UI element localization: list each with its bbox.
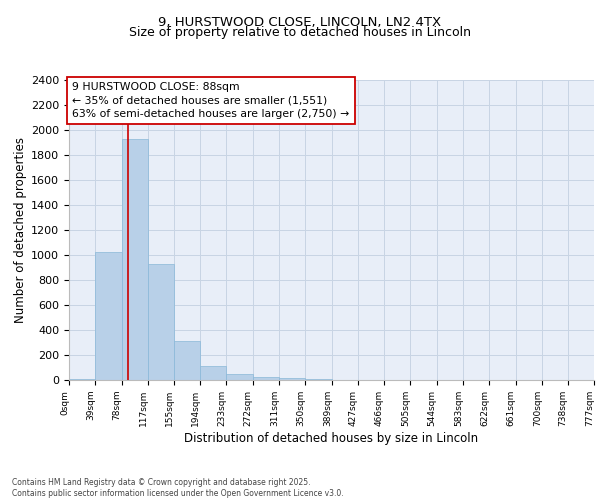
Bar bbox=[95, 252, 122, 380]
Bar bbox=[226, 374, 253, 380]
Text: Size of property relative to detached houses in Lincoln: Size of property relative to detached ho… bbox=[129, 26, 471, 39]
Bar bbox=[279, 378, 305, 380]
Bar bbox=[148, 264, 175, 380]
Bar bbox=[69, 379, 95, 380]
Text: 9 HURSTWOOD CLOSE: 88sqm
← 35% of detached houses are smaller (1,551)
63% of sem: 9 HURSTWOOD CLOSE: 88sqm ← 35% of detach… bbox=[73, 82, 350, 119]
Bar bbox=[174, 340, 200, 380]
Text: 9, HURSTWOOD CLOSE, LINCOLN, LN2 4TX: 9, HURSTWOOD CLOSE, LINCOLN, LN2 4TX bbox=[158, 16, 442, 29]
X-axis label: Distribution of detached houses by size in Lincoln: Distribution of detached houses by size … bbox=[184, 432, 479, 444]
Bar bbox=[200, 366, 226, 380]
Bar bbox=[122, 140, 148, 380]
Text: Contains HM Land Registry data © Crown copyright and database right 2025.
Contai: Contains HM Land Registry data © Crown c… bbox=[12, 478, 344, 498]
Bar bbox=[253, 377, 279, 380]
Y-axis label: Number of detached properties: Number of detached properties bbox=[14, 137, 27, 323]
